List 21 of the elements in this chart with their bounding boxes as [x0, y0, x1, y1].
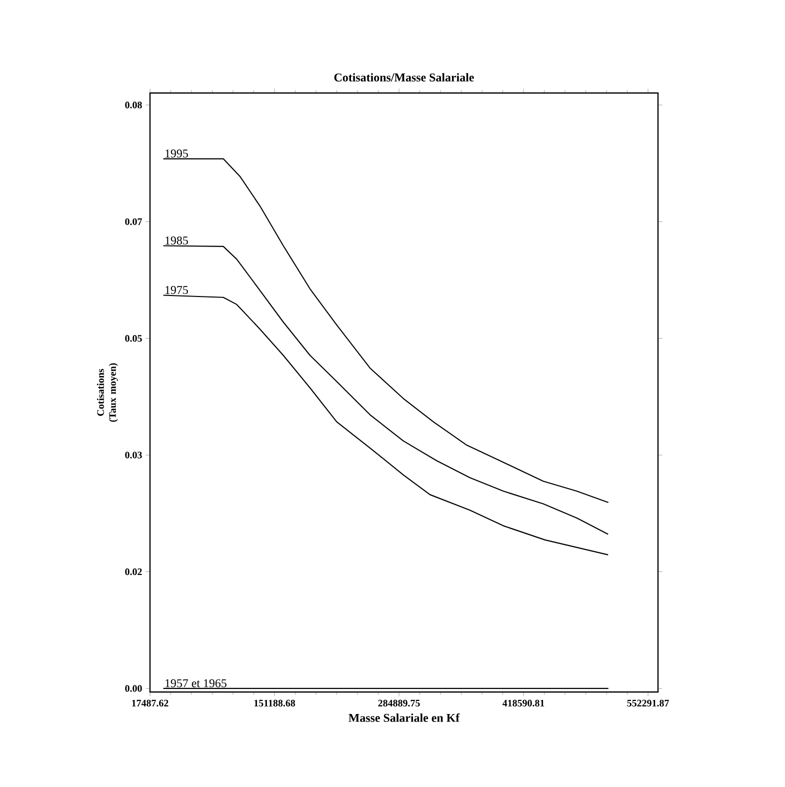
x-tick-label: 552291.87	[627, 700, 669, 707]
line-series	[162, 294, 609, 556]
x-tick-label: 284889.75	[378, 700, 420, 707]
legend-label: 1957 et 1965	[166, 679, 226, 688]
y-tick-label: 0.07	[125, 218, 142, 226]
y-tick-label: 0.05	[125, 335, 142, 342]
y-tick-label: 0.03	[125, 452, 142, 458]
y-tick-label: 0.00	[125, 685, 142, 692]
y-tick-label: 0.02	[125, 568, 142, 576]
y-axis-title: Cotisations (Taux moyen)	[96, 363, 118, 422]
x-tick-label: 151188.68	[254, 700, 296, 707]
chart-title: Cotisations/Masse Salariale	[334, 73, 474, 82]
series-label: 1995	[166, 150, 188, 158]
x-axis-title: Masse Salariale en Kf	[348, 713, 460, 722]
y-tick-label: 0.08	[125, 102, 142, 108]
line-series	[162, 245, 609, 535]
x-tick-label: 418590.81	[502, 700, 544, 707]
series-label: 1975	[166, 286, 188, 294]
line-series	[162, 158, 609, 504]
series-label: 1985	[166, 236, 188, 245]
x-tick-label: 17487.62	[132, 700, 168, 707]
